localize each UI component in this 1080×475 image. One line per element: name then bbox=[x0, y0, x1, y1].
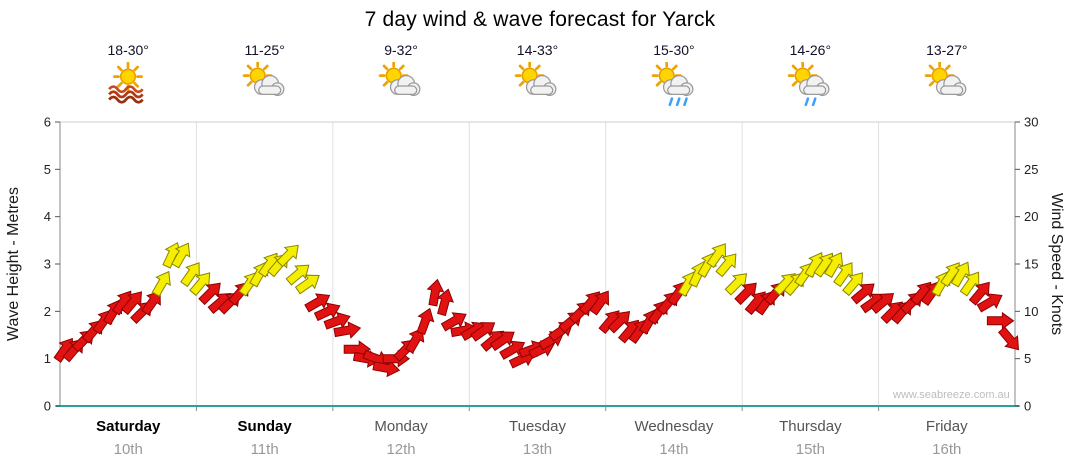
showers-icon bbox=[651, 62, 694, 107]
wind-arrow bbox=[426, 278, 445, 307]
day-header-wednesday: 15-30° bbox=[606, 42, 742, 113]
right-tick-label: 20 bbox=[1024, 209, 1038, 224]
wind-arrow bbox=[997, 326, 1020, 351]
wind-arrow bbox=[986, 311, 1015, 330]
day-name-tuesday: Tuesday bbox=[509, 418, 566, 435]
temp-range: 14-33° bbox=[516, 42, 559, 58]
day-header-tuesday: 14-33° bbox=[469, 42, 605, 113]
left-tick-label: 6 bbox=[44, 115, 51, 130]
right-tick-label: 10 bbox=[1024, 304, 1038, 319]
temp-range: 18-30° bbox=[107, 42, 149, 58]
left-tick-label: 1 bbox=[44, 351, 51, 366]
partly-cloudy-icon bbox=[924, 62, 967, 97]
day-date-wednesday: 14th bbox=[659, 441, 689, 458]
wind-arrow bbox=[470, 322, 496, 342]
day-header-friday: 13-27° bbox=[879, 42, 1015, 113]
wind-arrow bbox=[589, 290, 610, 316]
right-tick-label: 25 bbox=[1024, 162, 1038, 177]
left-tick-label: 2 bbox=[44, 304, 51, 319]
day-date-monday: 12th bbox=[386, 441, 416, 458]
day-name-saturday: Saturday bbox=[96, 418, 161, 435]
left-tick-label: 5 bbox=[44, 162, 51, 177]
day-header-saturday: 18-30° bbox=[60, 42, 196, 113]
day-name-friday: Friday bbox=[925, 418, 968, 435]
wind-arrow bbox=[405, 327, 425, 354]
day-date-tuesday: 13th bbox=[522, 441, 553, 458]
day-date-thursday: 15th bbox=[795, 441, 825, 458]
wind-arrow bbox=[294, 274, 320, 295]
temp-range: 9-32° bbox=[384, 42, 418, 58]
wind-arrow bbox=[285, 264, 310, 286]
wind-arrow bbox=[333, 321, 362, 339]
right-tick-label: 15 bbox=[1024, 257, 1038, 272]
light-showers-icon bbox=[788, 62, 830, 107]
wind-arrow bbox=[870, 292, 895, 315]
wind-arrow bbox=[276, 244, 299, 268]
day-name-wednesday: Wednesday bbox=[634, 418, 714, 435]
day-name-monday: Monday bbox=[374, 418, 428, 435]
partly-cloudy-icon bbox=[242, 62, 285, 97]
day-date-sunday: 11th bbox=[250, 441, 279, 458]
partly-cloudy-icon bbox=[378, 62, 421, 97]
wind-arrow bbox=[715, 253, 737, 278]
wind-arrow bbox=[499, 340, 526, 360]
day-header-thursday: 14-26° bbox=[742, 42, 878, 113]
temp-range: 14-26° bbox=[789, 42, 832, 58]
wind-arrow bbox=[968, 281, 990, 306]
right-tick-label: 0 bbox=[1024, 399, 1031, 414]
left-tick-label: 3 bbox=[44, 257, 51, 272]
wind-arrow bbox=[489, 331, 515, 352]
temp-range: 15-30° bbox=[653, 42, 695, 58]
watermark: www.seabreeze.com.au bbox=[893, 389, 1010, 401]
partly-cloudy-icon bbox=[515, 62, 557, 97]
sunny-hot-icon bbox=[108, 62, 144, 104]
right-tick-label: 30 bbox=[1024, 115, 1038, 130]
wind-arrow bbox=[198, 282, 221, 306]
day-header-sunday: 11-25° bbox=[196, 42, 332, 113]
temp-range: 11-25° bbox=[244, 42, 285, 58]
wind-arrow bbox=[313, 302, 341, 322]
chart-title: 7 day wind & wave forecast for Yarck bbox=[364, 8, 716, 31]
left-tick-label: 4 bbox=[44, 209, 51, 224]
temp-range: 13-27° bbox=[926, 42, 968, 58]
day-name-thursday: Thursday bbox=[779, 418, 842, 435]
wind-arrow bbox=[440, 312, 467, 332]
wind-arrow bbox=[436, 288, 454, 317]
wind-arrow bbox=[151, 270, 171, 297]
left-tick-label: 0 bbox=[44, 399, 51, 414]
day-date-friday: 16th bbox=[932, 441, 962, 458]
wind-arrow bbox=[304, 293, 331, 313]
wind-arrow bbox=[416, 307, 435, 336]
wind-arrow bbox=[171, 242, 191, 269]
day-date-saturday: 10th bbox=[113, 441, 143, 458]
wind-arrow bbox=[850, 283, 875, 305]
wind-arrow bbox=[141, 290, 161, 316]
day-header-monday: 9-32° bbox=[333, 42, 469, 113]
wind-arrow bbox=[976, 293, 1003, 313]
day-name-sunday: Sunday bbox=[237, 418, 292, 435]
right-tick-label: 5 bbox=[1024, 351, 1031, 366]
